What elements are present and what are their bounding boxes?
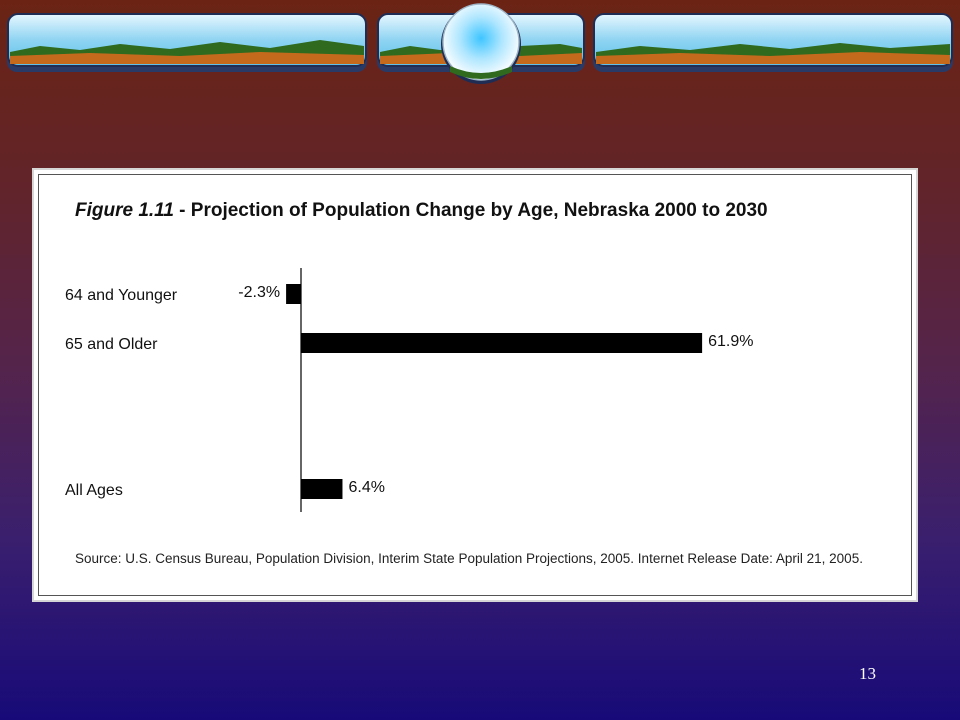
value-label: 61.9%: [708, 333, 753, 350]
chart-panel: Figure 1.11 - Projection of Population C…: [32, 168, 918, 602]
slide-number: 13: [859, 664, 876, 683]
globe-icon: [441, 3, 521, 84]
bar: [286, 284, 301, 304]
bar-chart: Figure 1.11 - Projection of Population C…: [65, 200, 768, 512]
header-banner: [7, 3, 953, 84]
category-label: All Ages: [65, 482, 123, 499]
bar: [301, 479, 343, 499]
category-label: 64 and Younger: [65, 287, 178, 304]
category-label: 65 and Older: [65, 336, 158, 353]
chart-title-text: - Projection of Population Change by Age…: [174, 200, 768, 221]
value-label: -2.3%: [238, 284, 280, 301]
chart-title: Figure 1.11 - Projection of Population C…: [75, 200, 768, 221]
chart-frame: [38, 174, 912, 596]
bar: [301, 333, 703, 353]
banner-panel-right: [593, 13, 953, 72]
source-note: Source: U.S. Census Bureau, Population D…: [75, 551, 863, 566]
value-label: 6.4%: [348, 479, 384, 496]
banner-panel-left: [7, 13, 367, 72]
chart-title-prefix: Figure 1.11: [75, 200, 174, 221]
bars-group: 64 and Younger -2.3% 65 and Older 61.9% All …: [65, 284, 753, 499]
